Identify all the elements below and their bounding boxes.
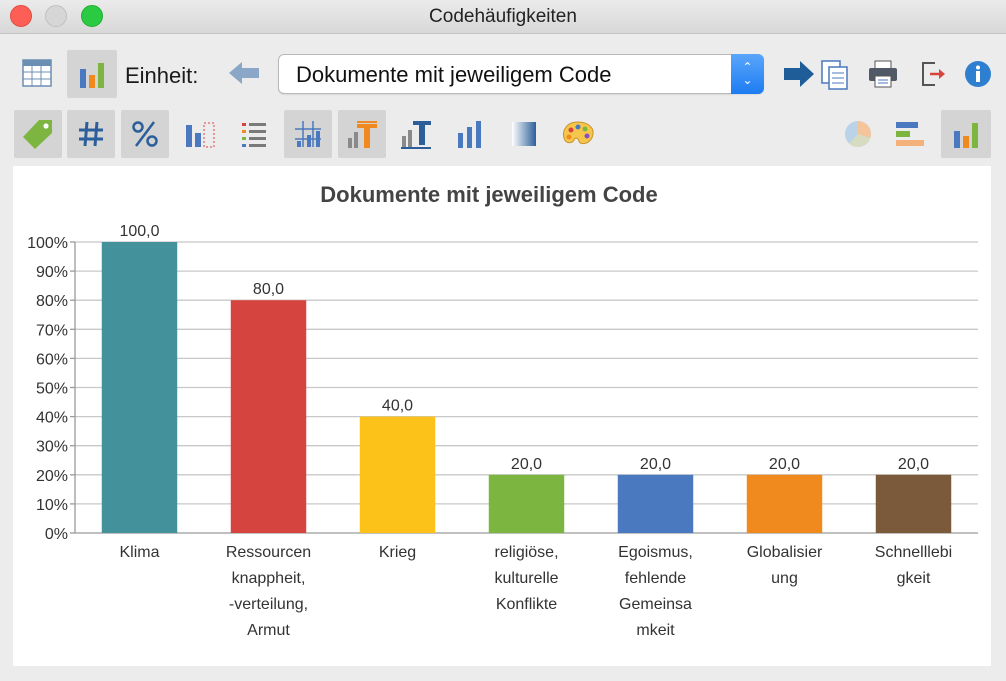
tag-icon — [23, 120, 52, 149]
y-tick-label: 30% — [36, 439, 68, 456]
bar-chart-icon — [80, 63, 104, 88]
x-tick-label: Klima — [119, 544, 159, 561]
data-label: 20,0 — [898, 456, 929, 473]
colors-button[interactable] — [556, 112, 600, 156]
title-bar: Codehäufigkeiten — [0, 0, 1006, 34]
x-tick-label: Schnelllebi gkeit — [875, 544, 952, 587]
gradient-button[interactable] — [502, 112, 546, 156]
grid-button[interactable] — [284, 110, 332, 158]
legend-button[interactable] — [232, 112, 276, 156]
data-labels-button[interactable] — [338, 110, 386, 158]
horizontal-bar-icon — [896, 122, 924, 146]
chart-label-icon — [348, 121, 377, 148]
pie-chart-button[interactable] — [836, 112, 880, 156]
y-tick-label: 50% — [36, 381, 68, 398]
bar — [488, 474, 565, 533]
bar — [617, 474, 694, 533]
unit-select-value: Dokumente mit jeweiligem Code — [296, 62, 612, 87]
chart-view-button[interactable] — [67, 50, 117, 98]
gradient-icon — [512, 122, 536, 146]
bar — [359, 416, 436, 533]
y-tick-label: 60% — [36, 351, 68, 368]
grid-icon — [295, 121, 321, 147]
exit-icon — [922, 62, 945, 86]
bar — [101, 242, 178, 533]
data-label: 80,0 — [253, 281, 284, 298]
y-tick-label: 0% — [45, 526, 68, 543]
y-tick-label: 80% — [36, 293, 68, 310]
bar — [746, 474, 823, 533]
minimize-window-button[interactable] — [45, 5, 67, 27]
data-label: 20,0 — [511, 456, 542, 473]
back-button[interactable] — [226, 58, 262, 88]
show-codes-button[interactable] — [14, 110, 62, 158]
absolute-values-button[interactable] — [67, 110, 115, 158]
y-tick-label: 10% — [36, 497, 68, 514]
vertical-bar-button[interactable] — [941, 110, 991, 158]
x-tick-label: Krieg — [379, 544, 416, 561]
export-copy-button[interactable] — [781, 54, 853, 94]
arrow-copy-icon — [784, 60, 848, 90]
table-view-button[interactable] — [14, 50, 60, 96]
select-arrows-icon: ⌃ ⌄ — [731, 54, 764, 94]
axis-button[interactable] — [178, 112, 222, 156]
table-icon — [22, 59, 52, 87]
y-tick-label: 20% — [36, 468, 68, 485]
vertical-bar-icon — [954, 123, 978, 148]
horizontal-bar-button[interactable] — [888, 112, 932, 156]
data-label: 20,0 — [640, 456, 671, 473]
chart-panel: Dokumente mit jeweiligem Code 0% 10% 20% 30… — [13, 166, 991, 666]
unit-label: Einheit: — [125, 63, 199, 88]
chart-toolbar — [0, 106, 1006, 164]
data-label: 20,0 — [769, 456, 800, 473]
unit-select[interactable]: Dokumente mit jeweiligem Code ⌃ ⌄ — [278, 54, 764, 94]
info-icon — [965, 61, 991, 87]
info-button[interactable] — [960, 56, 996, 92]
x-tick-label: Globalisier ung — [747, 544, 823, 587]
bars-icon — [458, 121, 481, 148]
percent-icon — [132, 121, 158, 147]
x-tick-label: Ressourcen knappheit, -verteilung, Armut — [226, 544, 311, 639]
printer-icon — [869, 60, 897, 88]
window-title: Codehäufigkeiten — [429, 6, 577, 27]
bar-chart-style-button[interactable] — [448, 112, 492, 156]
bar — [875, 474, 952, 533]
data-label: 100,0 — [119, 223, 159, 240]
list-icon — [242, 123, 266, 147]
bar-chart: Dokumente mit jeweiligem Code 0% 10% 20% 30… — [27, 182, 978, 639]
x-tick-label: Egoismus, fehlende Gemeinsa mkeit — [618, 544, 693, 639]
bar — [230, 300, 307, 533]
y-tick-label: 100% — [27, 235, 68, 252]
x-tick-label: religiöse, kulturelle Konflikte — [494, 544, 558, 613]
palette-icon — [563, 121, 594, 145]
chart-title-icon — [401, 121, 431, 149]
zoom-window-button[interactable] — [81, 5, 103, 27]
pie-chart-icon — [845, 121, 871, 148]
data-label: 40,0 — [382, 398, 413, 415]
hash-icon — [79, 121, 103, 147]
main-toolbar: Einheit: Dokumente mit jeweiligem Code ⌃… — [0, 34, 1006, 106]
y-tick-label: 40% — [36, 410, 68, 427]
exit-button[interactable] — [916, 56, 950, 92]
y-tick-label: 70% — [36, 322, 68, 339]
axis-icon — [186, 122, 215, 148]
y-tick-label: 90% — [36, 264, 68, 281]
close-window-button[interactable] — [10, 5, 32, 27]
chart-title: Dokumente mit jeweiligem Code — [320, 182, 657, 207]
chart-title-button[interactable] — [394, 112, 438, 156]
arrow-left-icon — [229, 62, 259, 84]
percent-values-button[interactable] — [121, 110, 169, 158]
print-button[interactable] — [864, 56, 902, 92]
